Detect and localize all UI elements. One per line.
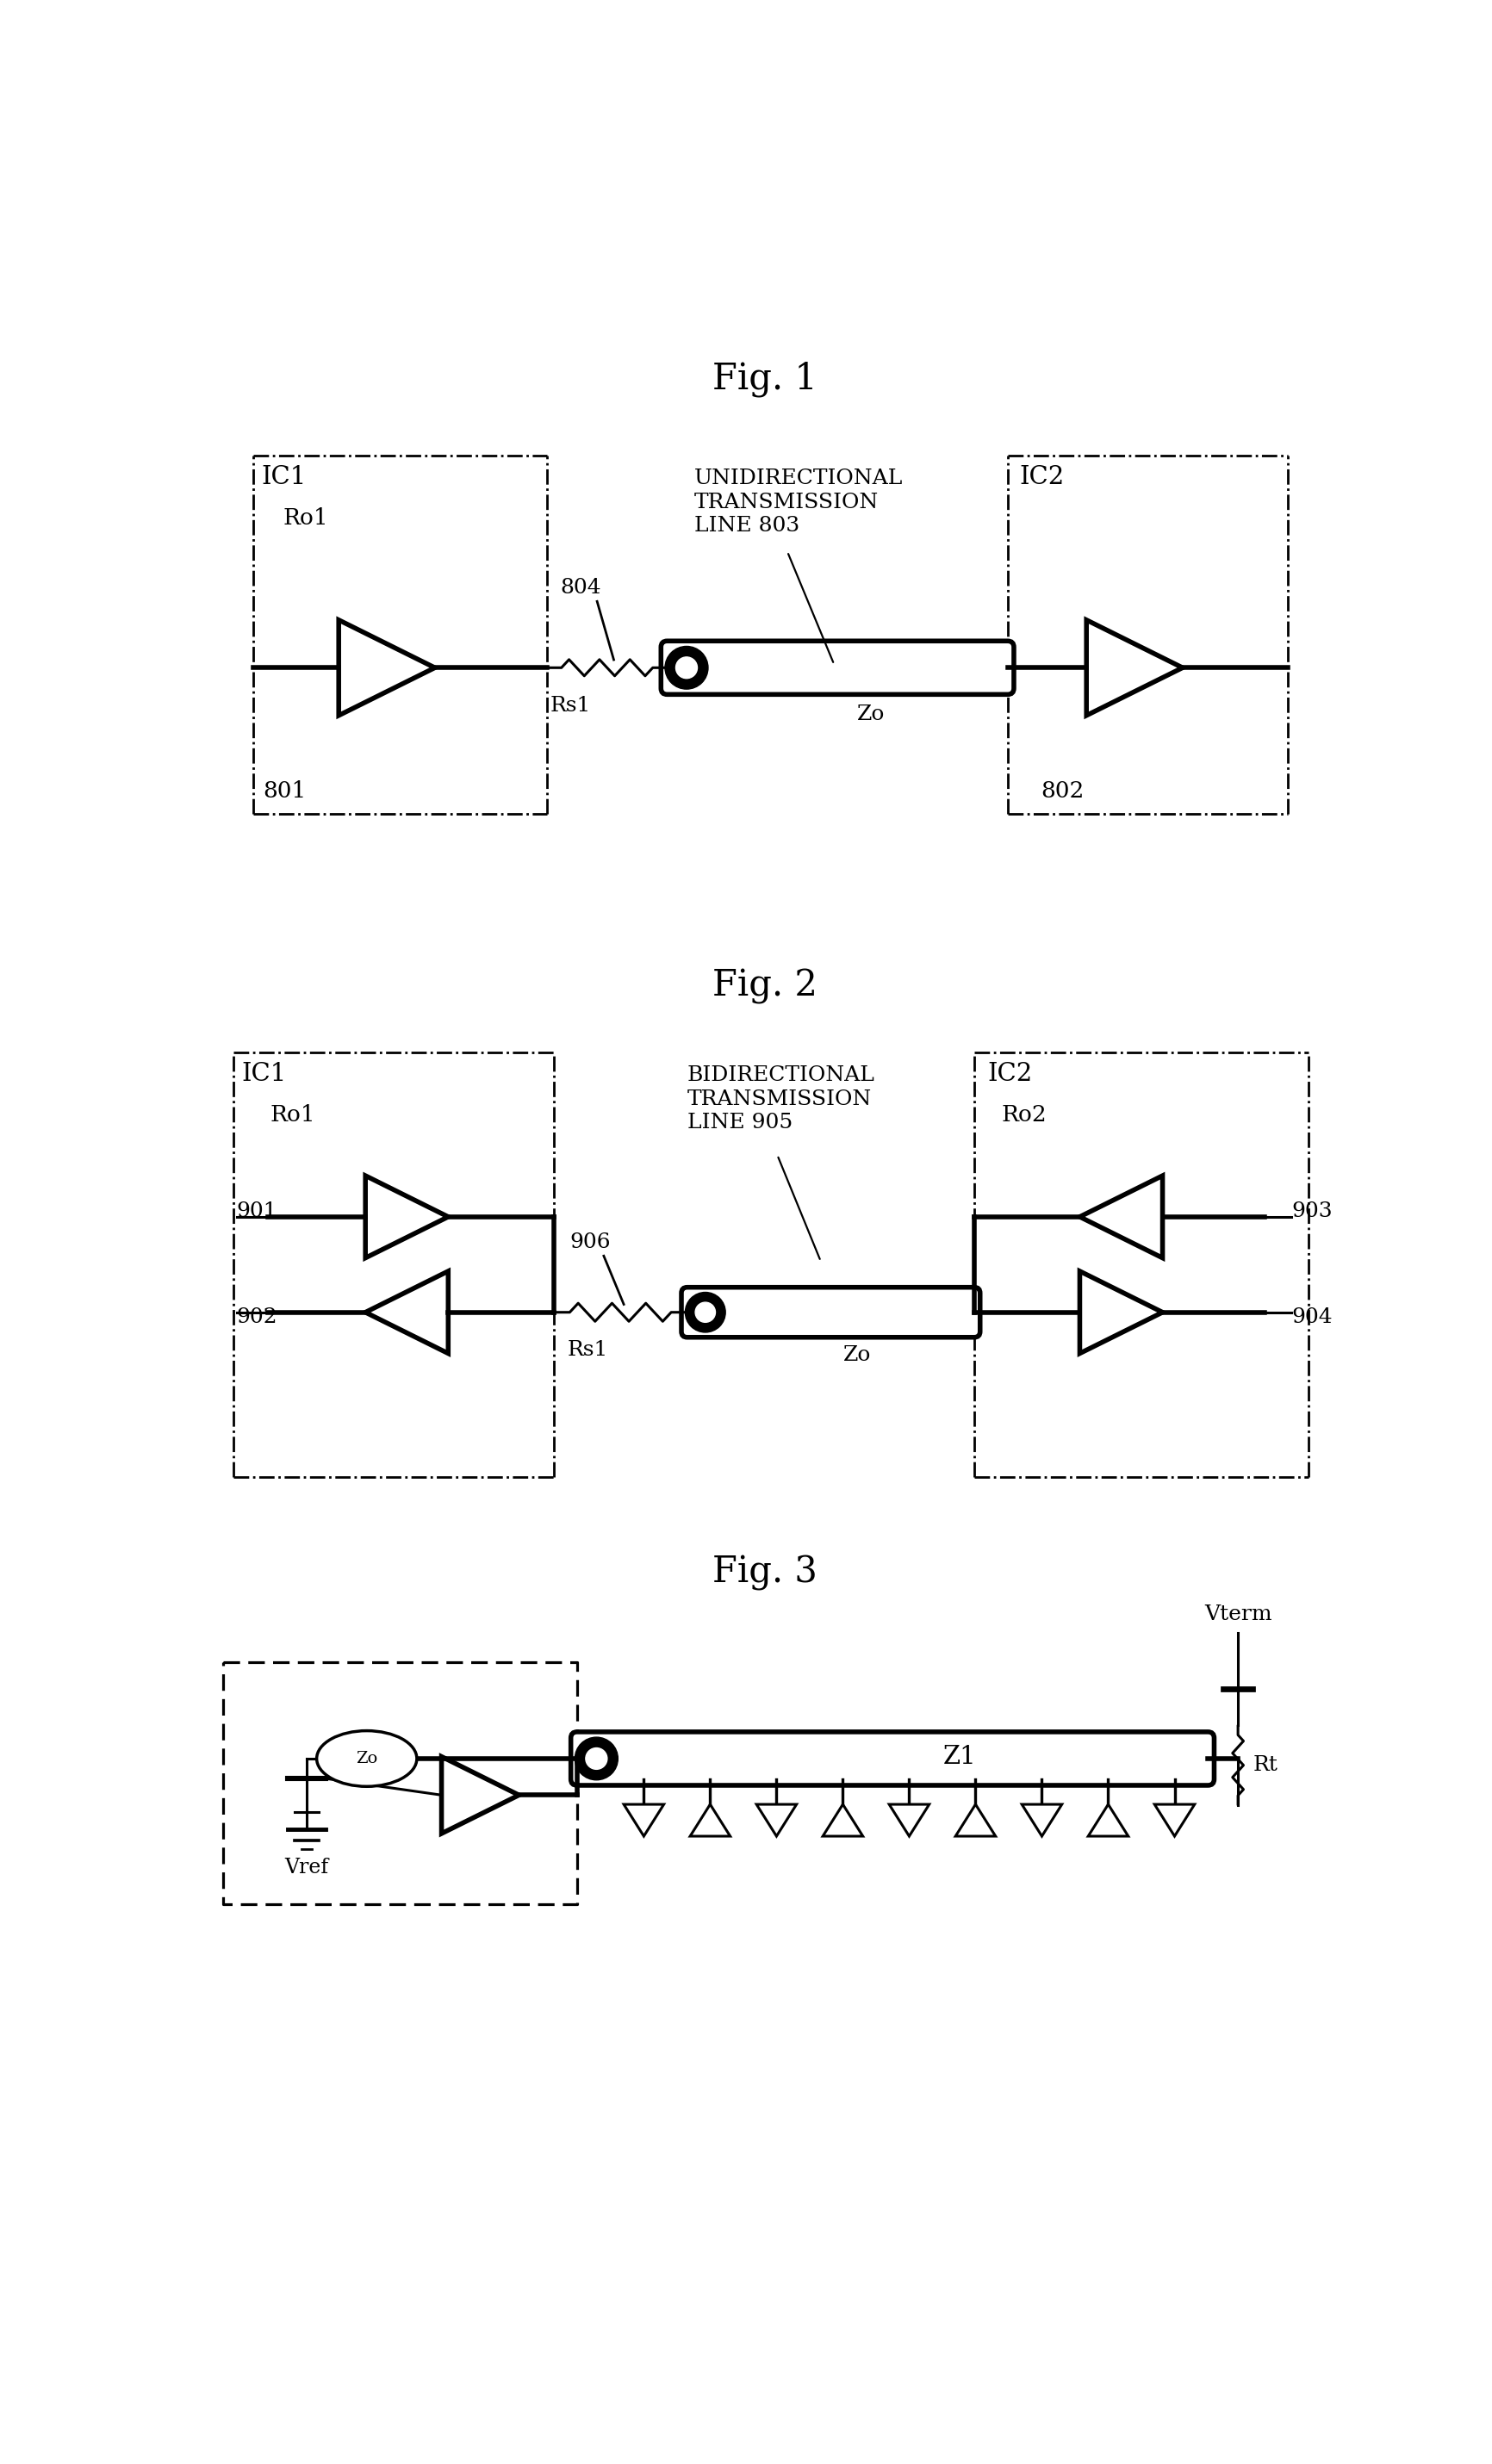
Text: Rs1: Rs1 <box>567 1340 607 1360</box>
Polygon shape <box>1088 1804 1128 1836</box>
Polygon shape <box>1080 1175 1162 1259</box>
Text: IC2: IC2 <box>1019 466 1065 490</box>
Text: IC1: IC1 <box>242 1062 286 1087</box>
Text: Vterm: Vterm <box>1204 1604 1271 1624</box>
Polygon shape <box>366 1271 448 1353</box>
Ellipse shape <box>316 1730 416 1786</box>
Circle shape <box>685 1291 725 1333</box>
Text: Rt: Rt <box>1253 1754 1277 1774</box>
Text: 906: 906 <box>570 1232 610 1252</box>
Polygon shape <box>624 1804 664 1836</box>
Text: Rs1: Rs1 <box>551 695 591 715</box>
Text: Ro1: Ro1 <box>270 1104 315 1126</box>
Text: Z1: Z1 <box>943 1745 976 1769</box>
FancyBboxPatch shape <box>571 1732 1214 1786</box>
Text: 903: 903 <box>1292 1202 1332 1222</box>
Text: 904: 904 <box>1292 1308 1332 1328</box>
Text: 901: 901 <box>237 1202 278 1222</box>
Text: BIDIRECTIONAL
TRANSMISSION
LINE 905: BIDIRECTIONAL TRANSMISSION LINE 905 <box>688 1064 874 1133</box>
Text: Fig. 2: Fig. 2 <box>712 968 818 1005</box>
Text: IC2: IC2 <box>988 1062 1032 1087</box>
Polygon shape <box>1022 1804 1062 1836</box>
Text: Ro2: Ro2 <box>1001 1104 1046 1126</box>
Text: 804: 804 <box>560 579 601 599</box>
Text: Fig. 3: Fig. 3 <box>712 1555 818 1592</box>
Text: Zo: Zo <box>856 705 885 724</box>
Polygon shape <box>955 1804 995 1836</box>
Polygon shape <box>691 1804 730 1836</box>
Text: Fig. 1: Fig. 1 <box>712 362 818 397</box>
FancyBboxPatch shape <box>682 1286 980 1338</box>
Circle shape <box>695 1303 715 1323</box>
Text: 801: 801 <box>263 781 306 801</box>
Text: UNIDIRECTIONAL
TRANSMISSION
LINE 803: UNIDIRECTIONAL TRANSMISSION LINE 803 <box>694 468 903 537</box>
Polygon shape <box>756 1804 797 1836</box>
Polygon shape <box>822 1804 862 1836</box>
Text: 802: 802 <box>1041 781 1085 801</box>
Polygon shape <box>1080 1271 1162 1353</box>
Polygon shape <box>1155 1804 1195 1836</box>
Text: Ro1: Ro1 <box>283 508 328 530</box>
Text: IC1: IC1 <box>261 466 306 490</box>
Text: Zo: Zo <box>843 1345 871 1365</box>
Circle shape <box>574 1737 618 1779</box>
Text: Vref: Vref <box>285 1858 328 1878</box>
Text: 902: 902 <box>237 1308 278 1328</box>
Polygon shape <box>442 1757 519 1833</box>
FancyBboxPatch shape <box>661 641 1015 695</box>
Circle shape <box>676 658 697 678</box>
Circle shape <box>665 646 709 690</box>
Circle shape <box>586 1747 607 1769</box>
Polygon shape <box>339 621 434 715</box>
Polygon shape <box>889 1804 930 1836</box>
Polygon shape <box>366 1175 448 1259</box>
Polygon shape <box>1086 621 1183 715</box>
Text: Zo: Zo <box>357 1752 377 1767</box>
